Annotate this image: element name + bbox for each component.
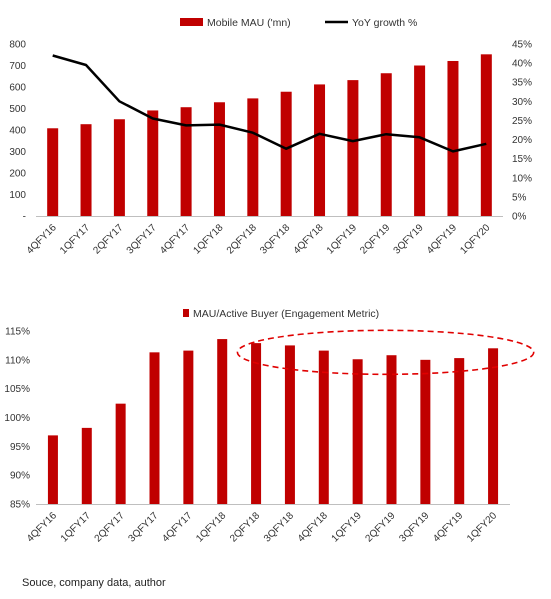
y-left-tick: 700 <box>9 61 26 72</box>
y-right-tick: 20% <box>512 135 532 146</box>
y-right-tick: 30% <box>512 97 532 108</box>
line-yoy-growth <box>52 54 487 153</box>
x-tick: 3QFY19 <box>392 222 426 256</box>
y-left-tick: 800 <box>9 40 26 51</box>
legend-label-engagement: MAU/Active Buyer (Engagement Metric) <box>193 308 379 320</box>
x-tick: 4QFY18 <box>296 510 330 544</box>
legend: MAU/Active Buyer (Engagement Metric) <box>183 308 379 320</box>
y-tick: 105% <box>4 384 30 395</box>
x-tick: 1QFY17 <box>59 510 93 544</box>
y-left-tick: 500 <box>9 104 26 115</box>
y-right-tick: 5% <box>512 192 527 203</box>
x-tick: 1QFY20 <box>465 510 499 544</box>
y-tick: 85% <box>10 500 30 511</box>
x-tick: 1QFY20 <box>458 222 492 256</box>
bar-mau <box>147 110 159 216</box>
y-right-tick: 10% <box>512 173 532 184</box>
bar-mau <box>180 107 192 216</box>
x-tick: 1QFY19 <box>330 510 364 544</box>
bar-engagement <box>217 339 228 504</box>
x-tick: 2QFY17 <box>91 222 125 256</box>
y-right-tick: 15% <box>512 154 532 165</box>
legend-swatch-engagement <box>183 309 189 317</box>
x-tick: 3QFY19 <box>397 510 431 544</box>
bar-engagement <box>251 343 262 504</box>
y-right-tick: 25% <box>512 116 532 127</box>
x-tick: 4QFY18 <box>292 222 326 256</box>
bar-mau <box>414 65 426 216</box>
x-tick: 1QFY18 <box>194 510 228 544</box>
x-tick: 1QFY17 <box>58 222 92 256</box>
bar-engagement <box>284 345 295 504</box>
bar-engagement <box>386 355 397 504</box>
bar-engagement <box>149 352 160 504</box>
x-tick: 2QFY17 <box>93 510 127 544</box>
bar-mau <box>213 102 225 216</box>
source-note: Souce, company data, author <box>22 577 166 589</box>
y-right-tick: 35% <box>512 78 532 89</box>
mau-chart: Mobile MAU ('mn) YoY growth % - 100 200 300 40… <box>9 17 532 256</box>
y-tick: 100% <box>4 413 30 424</box>
x-tick: 3QFY17 <box>125 222 159 256</box>
y-tick: 90% <box>10 471 30 482</box>
legend: Mobile MAU ('mn) YoY growth % <box>180 17 417 29</box>
bar-mau <box>447 60 459 216</box>
bar-engagement <box>420 359 431 504</box>
x-tick: 4QFY17 <box>158 222 192 256</box>
x-tick: 4QFY19 <box>425 222 459 256</box>
x-tick: 4QFY19 <box>431 510 465 544</box>
y-left-tick: 600 <box>9 83 26 94</box>
x-tick: 1QFY18 <box>191 222 225 256</box>
y-left-tick: 100 <box>9 190 26 201</box>
bar-engagement <box>318 350 329 504</box>
x-tick: 2QFY18 <box>228 510 262 544</box>
y-right-tick: 45% <box>512 40 532 51</box>
x-tick: 2QFY19 <box>364 510 398 544</box>
bar-mau <box>347 80 359 217</box>
bar-mau <box>314 84 326 216</box>
annotation-ellipse <box>236 329 535 376</box>
y-left-tick: 400 <box>9 126 26 137</box>
x-tick: 2QFY19 <box>358 222 392 256</box>
bar-engagement <box>115 403 126 504</box>
y-left-tick: 300 <box>9 147 26 158</box>
x-tick: 4QFY17 <box>160 510 194 544</box>
bar-engagement <box>488 348 499 504</box>
x-tick: 1QFY19 <box>325 222 359 256</box>
y-tick: 95% <box>10 442 30 453</box>
bar-mau <box>47 128 59 216</box>
y-tick: 110% <box>5 355 30 366</box>
y-tick: 115% <box>5 327 30 338</box>
legend-label-growth: YoY growth % <box>352 17 417 29</box>
y-left-tick: - <box>23 212 26 223</box>
bar-mau <box>380 73 392 217</box>
x-tick: 3QFY18 <box>262 510 296 544</box>
x-tick: 2QFY18 <box>225 222 259 256</box>
x-tick: 3QFY18 <box>258 222 292 256</box>
legend-label-mau: Mobile MAU ('mn) <box>207 17 291 29</box>
x-tick: 4QFY16 <box>25 510 59 544</box>
bar-mau <box>80 124 92 216</box>
bar-mau <box>480 54 492 216</box>
bar-engagement <box>352 359 363 504</box>
legend-swatch-mau <box>180 18 203 26</box>
bar-mau <box>247 98 259 216</box>
engagement-chart: MAU/Active Buyer (Engagement Metric) 85% 9… <box>4 308 535 544</box>
bar-engagement <box>81 427 92 504</box>
bar-engagement <box>454 358 465 504</box>
bar-mau <box>280 91 292 216</box>
x-tick: 4QFY16 <box>25 222 59 256</box>
bar-mau <box>113 119 125 216</box>
y-left-tick: 200 <box>9 169 26 180</box>
bar-engagement <box>183 350 194 504</box>
y-right-tick: 0% <box>512 212 527 223</box>
y-right-tick: 40% <box>512 59 532 70</box>
x-tick: 3QFY17 <box>127 510 161 544</box>
bar-engagement <box>47 435 58 504</box>
